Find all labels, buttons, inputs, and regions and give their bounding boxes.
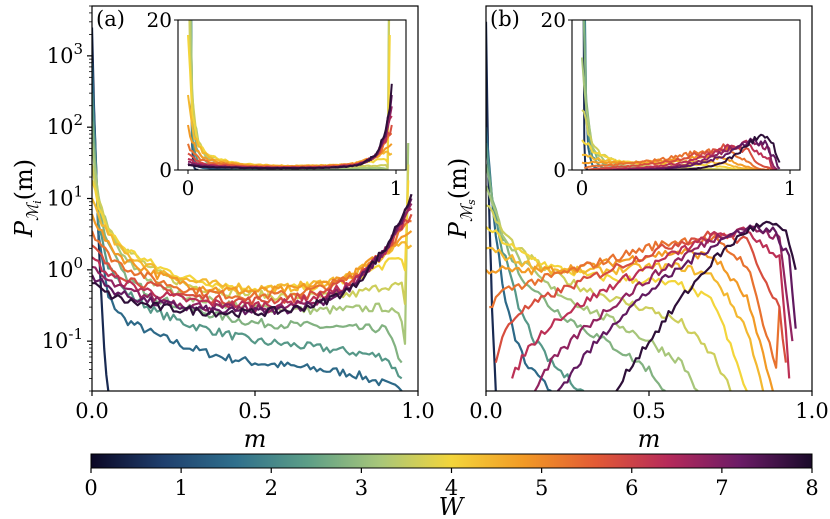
inset-b-frame xyxy=(571,19,801,171)
panel-a-x-ticks: 0.0 0.5 1.0 xyxy=(75,391,435,423)
panel-a-xlabel: m xyxy=(244,425,267,453)
colorbar-label: W xyxy=(439,493,466,519)
x-tick-label: 0.5 xyxy=(238,399,271,423)
inset-series-line-w5.8 xyxy=(588,143,774,170)
colorbar-tick-label: 8 xyxy=(805,476,818,500)
y-tick-label: 100 xyxy=(47,254,83,282)
series-line-w3.6 xyxy=(486,204,732,391)
svg-text:Pℳi(m): Pℳi(m) xyxy=(10,159,44,238)
inset-y-tick-label: 20 xyxy=(147,8,172,32)
colorbar-tick-label: 7 xyxy=(715,476,728,500)
inset-y-tick-label: 0 xyxy=(159,158,172,182)
series-line-w7.8 xyxy=(92,193,413,319)
panel-b-x-ticks: 0.0 0.5 1.0 xyxy=(469,391,829,423)
y-tick-label: 10-1 xyxy=(42,325,83,353)
x-tick-label: 0.0 xyxy=(75,399,108,423)
colorbar-tick-label: 2 xyxy=(265,476,278,500)
y-tick-label: 102 xyxy=(47,111,83,139)
panel-a-y-ticks: 10-1 100 101 102 103 xyxy=(42,5,92,392)
inset-x-tick-label: 1 xyxy=(390,176,403,200)
series-line-w3.6 xyxy=(92,164,410,305)
inset-series-line-w7.8 xyxy=(188,83,393,170)
series-line-w4.8 xyxy=(92,213,413,295)
x-tick-label: 0.0 xyxy=(469,399,502,423)
colorbar-tick-label: 4 xyxy=(445,476,458,500)
inset-y-tick-label: 20 xyxy=(541,8,566,32)
panel-a-ylabel-main: P xyxy=(10,220,38,238)
panel-a-label: (a) xyxy=(96,7,125,31)
panel-a-curves xyxy=(92,27,413,391)
series-line-w3.2 xyxy=(92,142,410,345)
inset-b-curves xyxy=(581,20,781,170)
series-line-w5.3 xyxy=(489,235,781,369)
colorbar-gradient xyxy=(90,453,813,469)
inset-series-line-w0.5 xyxy=(582,20,589,170)
series-line-w5.8 xyxy=(494,230,787,363)
series-line-w7.8 xyxy=(615,220,797,391)
colorbar-tick-label: 1 xyxy=(174,476,187,500)
colorbar-tick-label: 6 xyxy=(625,476,638,500)
colorbar: 0 1 2 3 4 5 6 7 8 W xyxy=(84,453,819,519)
panel-b-curves xyxy=(486,21,797,391)
inset-a-frame xyxy=(177,19,407,171)
inset-series-line-w4.8 xyxy=(581,154,765,170)
x-tick-label: 0.5 xyxy=(632,399,665,423)
inset-series-line-w7.8 xyxy=(665,133,781,170)
series-line-w2.3 xyxy=(92,93,403,380)
series-line-w4 xyxy=(486,226,748,391)
panel-a-ylabel-arg: (m) xyxy=(10,159,38,200)
series-line-w2.8 xyxy=(92,121,403,364)
panel-b-label: (b) xyxy=(490,7,520,31)
series-line-w0.5 xyxy=(486,21,497,391)
panel-a-ylabel-sub: ℳ xyxy=(23,201,42,221)
series-line-w6.3 xyxy=(511,226,791,379)
series-line-w6.8 xyxy=(92,202,413,314)
inset-x-tick-label: 0 xyxy=(182,176,195,200)
y-tick-label: 101 xyxy=(47,183,83,211)
svg-text:Pℳs(m): Pℳs(m) xyxy=(444,158,478,239)
inset-a-background xyxy=(178,20,406,170)
panel-b-ylabel-arg: (m) xyxy=(444,158,472,199)
inset-y-tick-label: 0 xyxy=(553,158,566,182)
panel-a-ylabel-subsub: i xyxy=(31,200,44,204)
inset-x-tick-label: 0 xyxy=(576,176,589,200)
series-line-w1.5 xyxy=(92,62,403,391)
panel-b-ylabel-subsub: s xyxy=(465,199,478,205)
colorbar-ticks: 0 1 2 3 4 5 6 7 8 xyxy=(84,468,819,500)
colorbar-tick-label: 5 xyxy=(535,476,548,500)
panel-b-xlabel: m xyxy=(638,425,661,453)
series-line-w3.2 xyxy=(486,185,699,391)
series-line-w4.8 xyxy=(486,248,774,391)
inset-series-line-w5.3 xyxy=(584,146,770,170)
panel-a-ylabel: Pℳi(m) xyxy=(10,159,44,238)
panel-b-ylabel-sub: ℳ xyxy=(457,202,476,222)
x-tick-label: 1.0 xyxy=(401,399,434,423)
x-tick-label: 1.0 xyxy=(795,399,828,423)
panel-b-ylabel-main: P xyxy=(444,221,472,239)
colorbar-tick-label: 3 xyxy=(355,476,368,500)
series-line-w4.4 xyxy=(486,246,765,391)
inset-x-tick-label: 1 xyxy=(784,176,797,200)
inset-a-curves xyxy=(187,20,393,170)
y-tick-label: 103 xyxy=(47,40,83,68)
panel-b-ylabel: Pℳs(m) xyxy=(444,158,478,239)
colorbar-tick-label: 0 xyxy=(84,476,97,500)
